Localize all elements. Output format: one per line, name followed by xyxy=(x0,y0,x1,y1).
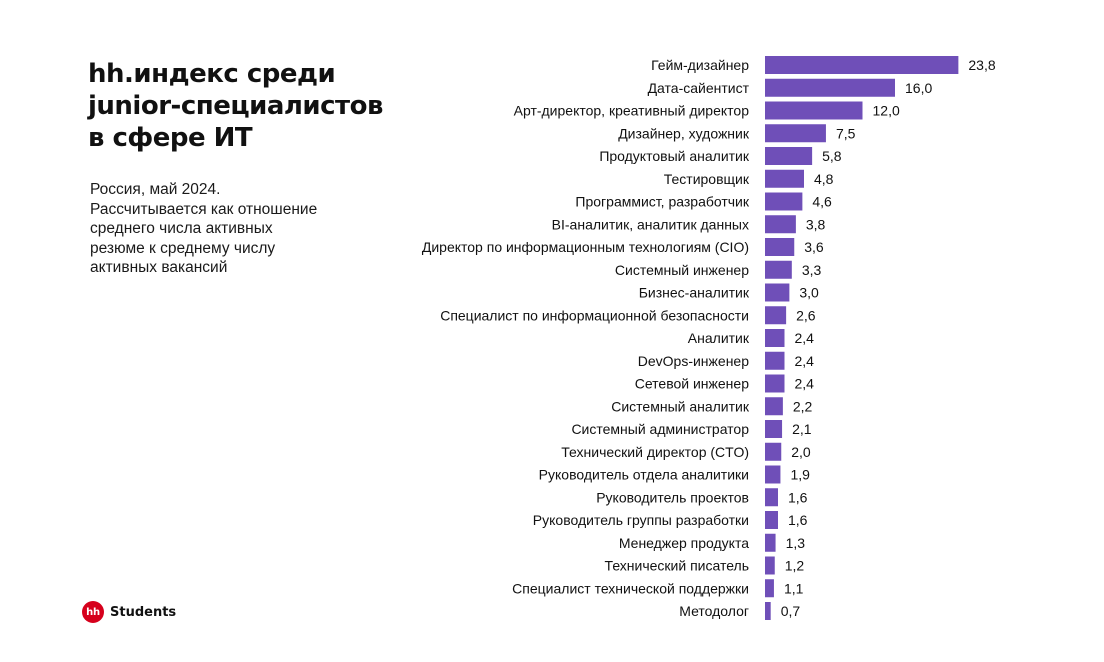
value-label: 3,6 xyxy=(804,239,824,255)
bar xyxy=(765,374,785,393)
category-label: Системный инженер xyxy=(615,262,749,278)
page-title-line: hh.индекс среди xyxy=(88,59,336,89)
category-label: Системный аналитик xyxy=(611,398,750,414)
category-label: Сетевой инженер xyxy=(635,376,749,392)
bar xyxy=(765,533,776,552)
category-label: Директор по информационным технологиям (… xyxy=(422,239,749,255)
page-title-line: в сфере ИТ xyxy=(88,123,253,153)
value-label: 5,8 xyxy=(822,148,842,164)
category-label: Руководитель проектов xyxy=(596,489,749,505)
category-label: Руководитель отдела аналитики xyxy=(539,467,749,483)
category-label: Аналитик xyxy=(688,330,750,346)
value-label: 12,0 xyxy=(873,103,900,119)
category-label: Менеджер продукта xyxy=(619,535,749,551)
value-label: 4,8 xyxy=(814,171,834,187)
bar xyxy=(765,283,790,302)
category-label: Гейм-дизайнер xyxy=(651,57,749,73)
bar xyxy=(765,238,795,256)
description-line: резюме к среднему числу xyxy=(90,239,276,257)
value-label: 1,9 xyxy=(790,467,810,483)
value-label: 3,0 xyxy=(799,285,819,301)
value-label: 16,0 xyxy=(905,80,932,96)
category-label: Руководитель группы разработки xyxy=(533,512,749,528)
bar xyxy=(765,579,774,598)
value-label: 2,4 xyxy=(795,376,815,392)
bar xyxy=(765,420,783,438)
description-line: среднего числа активных xyxy=(90,220,273,237)
value-label: 23,8 xyxy=(968,57,995,73)
category-label: Технический директор (CTO) xyxy=(561,444,749,460)
bar xyxy=(765,488,778,507)
value-label: 2,2 xyxy=(793,398,813,414)
value-label: 1,3 xyxy=(786,535,806,551)
category-label: Тестировщик xyxy=(664,171,750,187)
bar xyxy=(765,215,796,234)
value-label: 1,2 xyxy=(785,558,805,574)
value-label: 0,7 xyxy=(781,603,801,619)
chart-description: Россия, май 2024. Рассчитывается как отн… xyxy=(90,180,360,278)
category-label: Методолог xyxy=(679,603,749,619)
category-label: Системный администратор xyxy=(571,421,749,437)
value-label: 1,6 xyxy=(788,512,808,528)
bar xyxy=(765,78,895,97)
category-label: Продуктовый аналитик xyxy=(599,148,750,164)
category-label: Дата-сайентист xyxy=(648,80,750,96)
bar xyxy=(765,556,775,575)
bar xyxy=(765,511,778,529)
value-label: 2,6 xyxy=(796,307,816,323)
bar xyxy=(765,101,863,120)
value-label: 1,1 xyxy=(784,580,804,596)
bar xyxy=(765,602,771,620)
hh-students-logo: hh Students xyxy=(82,601,176,623)
bar xyxy=(765,192,803,211)
category-label: Бизнес-аналитик xyxy=(639,285,750,301)
bar xyxy=(765,56,959,74)
bar xyxy=(765,397,783,416)
category-label: Специалист по информационной безопасност… xyxy=(440,307,749,323)
page-title-line: junior-специалистов xyxy=(88,91,383,121)
description-line: Россия, май 2024. xyxy=(90,181,221,198)
bar xyxy=(765,465,781,484)
category-label: Технический писатель xyxy=(605,558,749,574)
bar xyxy=(765,329,785,347)
value-label: 2,1 xyxy=(792,421,812,437)
value-label: 2,0 xyxy=(791,444,811,460)
value-label: 7,5 xyxy=(836,125,856,141)
page-title: hh.индекс среди junior-специалистов в сф… xyxy=(88,58,398,154)
bar xyxy=(765,351,785,370)
value-label: 3,3 xyxy=(802,262,822,278)
description-line: активных вакансий xyxy=(90,259,228,276)
category-label: DevOps-инженер xyxy=(638,353,749,369)
bar xyxy=(765,124,826,143)
value-label: 4,6 xyxy=(812,194,832,210)
hh-logo-icon: hh xyxy=(82,601,104,623)
value-label: 2,4 xyxy=(795,353,815,369)
value-label: 3,8 xyxy=(806,216,826,232)
category-label: BI-аналитик, аналитик данных xyxy=(552,216,749,232)
bar xyxy=(765,260,792,279)
logo-text: Students xyxy=(110,604,177,620)
bar xyxy=(765,169,804,188)
value-label: 1,6 xyxy=(788,489,808,505)
bar xyxy=(765,442,782,461)
category-label: Специалист технической поддержки xyxy=(512,580,749,596)
value-label: 2,4 xyxy=(795,330,815,346)
bar xyxy=(765,147,813,165)
category-label: Программист, разработчик xyxy=(575,194,749,210)
category-label: Арт-директор, креативный директор xyxy=(514,103,750,119)
category-label: Дизайнер, художник xyxy=(618,125,750,141)
description-line: Рассчитывается как отношение xyxy=(90,200,318,218)
bar xyxy=(765,306,787,325)
